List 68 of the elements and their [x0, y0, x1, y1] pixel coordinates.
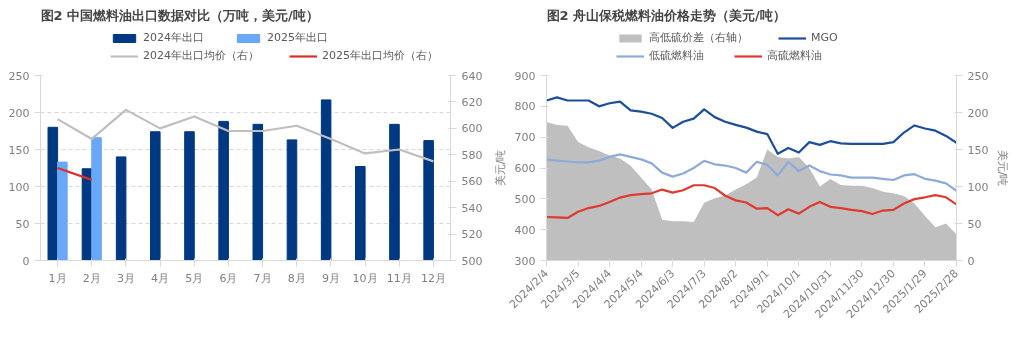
line-series	[56, 108, 435, 163]
x-tick-label: 8月	[287, 271, 306, 285]
x-tick-label: 3月	[116, 271, 135, 285]
y2-tick-label: 50	[967, 217, 982, 231]
y-tick-label: 50	[15, 217, 30, 231]
bar	[389, 123, 400, 261]
y2-tick-label: 520	[461, 228, 483, 242]
bar	[184, 131, 195, 261]
y-tick-label: 0	[22, 254, 30, 268]
bar	[252, 123, 264, 261]
chart-title: 图2 中国燃料油出口数据对比（万吨，美元/吨）	[40, 7, 319, 23]
legend-label: 2024年出口均价（右）	[143, 48, 259, 63]
y2-tick-label: 250	[967, 69, 989, 83]
bar	[57, 161, 68, 261]
legend-label: 2025年出口	[267, 30, 328, 45]
y-tick-label: 250	[8, 69, 30, 83]
y-axis-title: 美元/吨	[493, 149, 507, 187]
y-tick-label: 400	[514, 223, 536, 237]
y2-tick-label: 150	[967, 143, 989, 157]
legend-label: MGO	[811, 31, 838, 44]
bar	[320, 99, 332, 261]
legend-label: 2024年出口	[143, 30, 204, 45]
y2-tick-label: 600	[461, 122, 483, 136]
y-tick-label: 500	[514, 192, 536, 206]
line-series	[546, 96, 957, 155]
legend-label: 高硫燃料油	[767, 48, 822, 63]
y2-axis-title: 美元/吨	[996, 149, 1010, 187]
x-tick-label: 5月	[185, 271, 204, 285]
y2-tick-label: 0	[967, 254, 975, 268]
y-tick-label: 150	[8, 143, 30, 157]
y-tick-label: 100	[8, 180, 30, 194]
bar	[47, 126, 59, 261]
legend-label: 低硫燃料油	[649, 48, 704, 63]
x-tick-label: 2月	[82, 271, 101, 285]
x-tick-label: 12月	[420, 271, 446, 285]
legend-label: 2025年出口均价（右）	[322, 48, 438, 63]
x-tick-label: 1月	[48, 271, 67, 285]
y2-tick-label: 200	[967, 106, 989, 120]
bar	[218, 120, 229, 261]
x-tick-label: 7月	[253, 271, 272, 285]
x-tick-label: 11月	[386, 271, 412, 285]
chart-title: 图2 舟山保税燃料油价格走势（美元/吨）	[546, 7, 786, 23]
y-tick-label: 300	[514, 254, 536, 268]
y2-tick-label: 540	[461, 201, 483, 215]
line-series	[546, 153, 957, 192]
x-tick-label: 10月	[352, 271, 378, 285]
y2-tick-label: 620	[461, 95, 483, 109]
x-tick-label: 4月	[151, 271, 170, 285]
legend-label: 高低硫价差（右轴）	[649, 30, 748, 45]
bar	[150, 131, 161, 261]
bar	[355, 166, 366, 261]
y2-tick-label: 500	[461, 254, 483, 268]
y-tick-label: 900	[514, 69, 536, 83]
y-tick-label: 700	[514, 131, 536, 145]
y2-tick-label: 580	[461, 148, 483, 162]
y-tick-label: 600	[514, 162, 536, 175]
bar	[423, 140, 434, 261]
y2-tick-label: 100	[967, 180, 989, 194]
bar	[91, 137, 102, 261]
x-tick-label: 6月	[219, 271, 238, 285]
bar	[115, 156, 127, 261]
line-series	[546, 184, 957, 220]
y2-tick-label: 640	[461, 69, 483, 83]
y-tick-label: 800	[514, 100, 536, 114]
y2-tick-label: 560	[461, 175, 483, 189]
y-tick-label: 200	[8, 106, 30, 120]
bar	[286, 139, 298, 261]
x-tick-label: 9月	[321, 271, 340, 285]
